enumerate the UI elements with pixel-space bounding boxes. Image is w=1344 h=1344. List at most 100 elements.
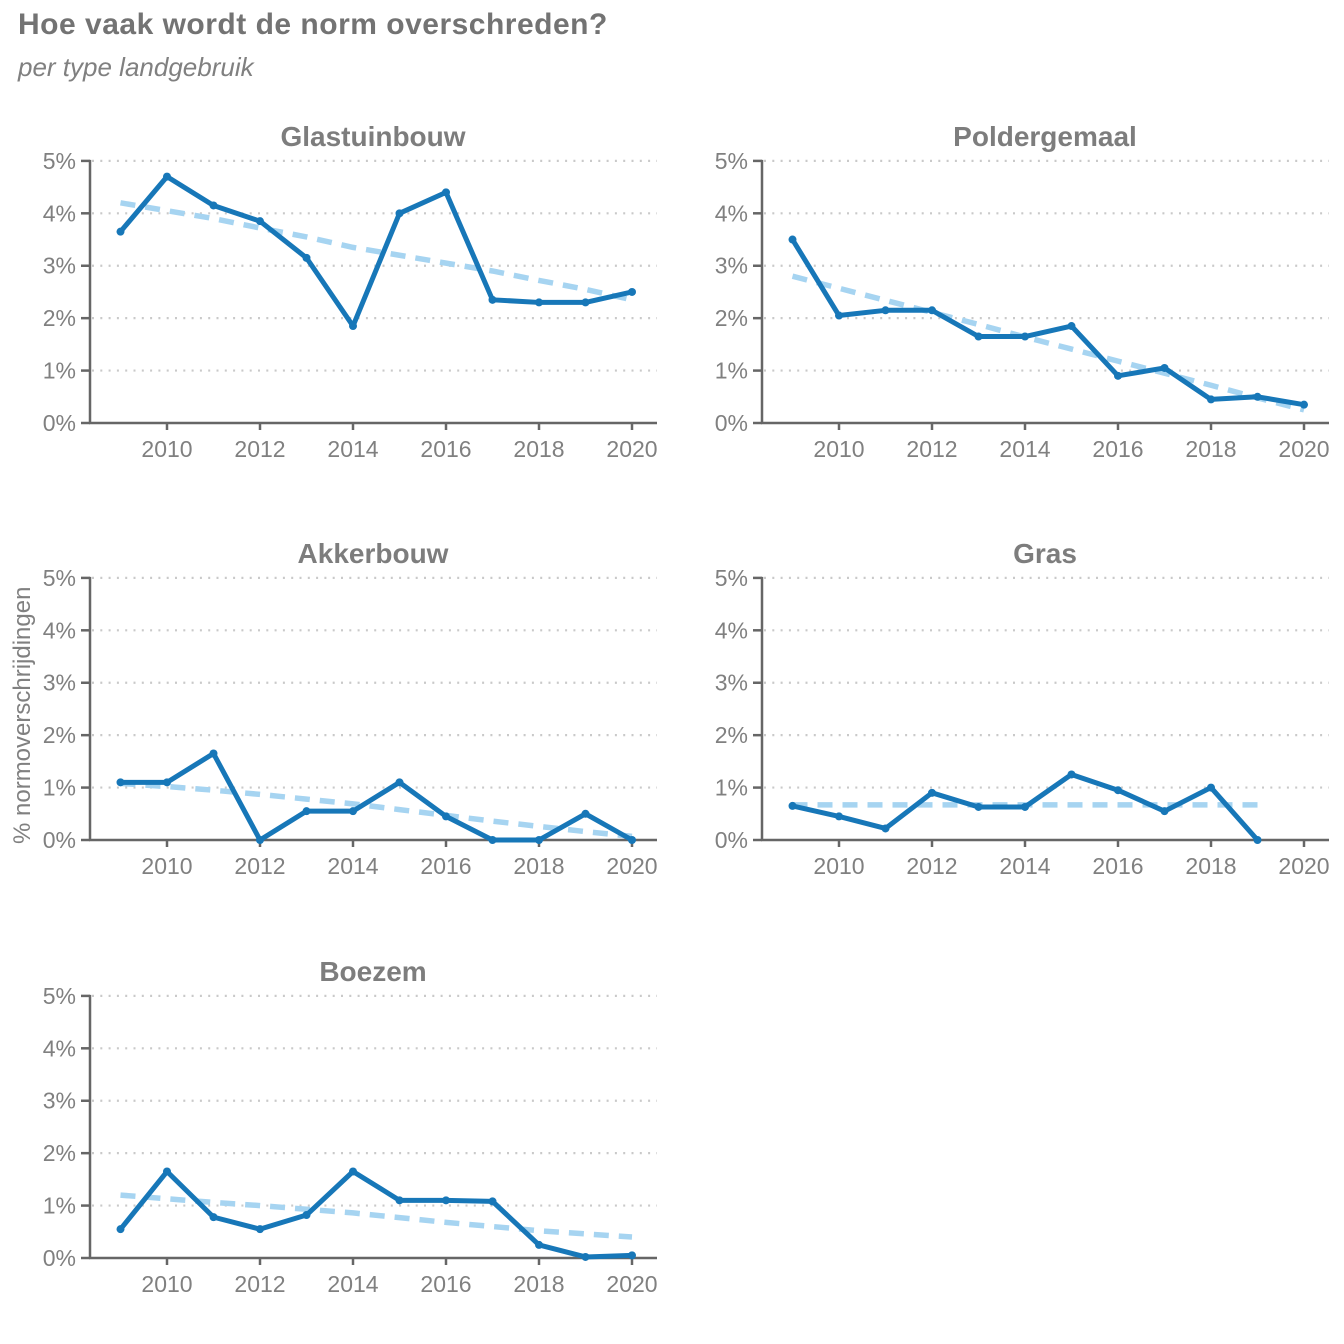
x-tick-label: 2014 — [999, 853, 1050, 879]
data-point — [1207, 783, 1215, 792]
x-tick-label: 2012 — [234, 436, 285, 462]
data-point — [302, 1211, 311, 1220]
data-point — [1021, 332, 1029, 341]
data-point — [1253, 392, 1262, 401]
panel-title-gras: Gras — [1013, 538, 1077, 569]
y-tick-label: 1% — [43, 775, 76, 801]
y-tick-label: 0% — [43, 827, 76, 853]
y-tick-label: 5% — [43, 148, 76, 174]
y-tick-label: 0% — [715, 410, 748, 436]
x-tick-label: 2016 — [420, 436, 471, 462]
y-tick-label: 1% — [43, 1193, 76, 1219]
gridlines — [764, 159, 1329, 372]
axes: 0% 1% 2% 3% 4% 5% 2010 2012 2014 2016 2018 2020 — [43, 565, 658, 879]
axes: 0% 1% 2% 3% 4% 5% 2010 2012 2014 2016 2018 2020 — [715, 565, 1330, 879]
data-point — [256, 217, 264, 226]
data-point — [974, 802, 983, 811]
data-point — [928, 788, 936, 797]
data-points — [116, 1167, 636, 1261]
axes: 0% 1% 2% 3% 4% 5% 2010 2012 2014 2016 2018 2020 — [715, 148, 1330, 462]
data-point — [628, 1251, 636, 1260]
data-point — [488, 295, 497, 304]
data-point — [1067, 322, 1076, 331]
y-tick-label: 4% — [715, 617, 748, 643]
data-point — [581, 298, 590, 307]
data-point — [1207, 395, 1215, 404]
x-tick-label: 2018 — [513, 853, 564, 879]
data-points — [788, 770, 1262, 844]
panel-title-akkerbouw: Akkerbouw — [298, 538, 449, 569]
data-point — [209, 201, 218, 210]
y-tick-label: 2% — [43, 722, 76, 748]
x-tick-label: 2020 — [606, 436, 657, 462]
figure-title: Hoe vaak wordt de norm overschreden? — [18, 8, 608, 41]
trend-line — [120, 1192, 633, 1240]
x-tick-label: 2010 — [141, 853, 192, 879]
data-point — [581, 809, 590, 818]
y-tick-label: 1% — [715, 358, 748, 384]
x-tick-label: 2020 — [606, 1271, 657, 1297]
x-tick-label: 2010 — [141, 436, 192, 462]
data-point — [163, 778, 171, 787]
gridlines — [92, 576, 657, 789]
data-point — [349, 322, 357, 331]
data-point — [628, 836, 636, 844]
x-tick-label: 2010 — [813, 853, 864, 879]
y-tick-label: 0% — [43, 410, 76, 436]
x-tick-label: 2020 — [606, 853, 657, 879]
chart-glastuinbouw: 0% 1% 2% 3% 4% 5% 2010 2012 2014 2016 2018 2020 Glas… — [43, 121, 658, 462]
data-point — [1300, 400, 1308, 409]
data-point — [881, 824, 890, 833]
y-tick-label: 5% — [715, 148, 748, 174]
data-point — [1114, 786, 1122, 795]
data-point — [788, 801, 797, 810]
data-point — [116, 227, 125, 236]
y-tick-label: 0% — [715, 827, 748, 853]
data-point — [1160, 363, 1169, 372]
data-point — [928, 306, 936, 315]
x-tick-label: 2018 — [513, 436, 564, 462]
x-tick-label: 2010 — [141, 1271, 192, 1297]
data-points — [788, 235, 1308, 409]
y-tick-label: 1% — [715, 775, 748, 801]
gridlines — [92, 994, 657, 1207]
x-tick-label: 2012 — [906, 436, 957, 462]
data-point — [209, 749, 218, 758]
chart-poldergemaal: 0% 1% 2% 3% 4% 5% 2010 2012 2014 2016 2018 2020 Pold… — [715, 121, 1330, 462]
x-tick-label: 2014 — [999, 436, 1050, 462]
data-point — [442, 188, 450, 197]
data-point — [395, 209, 404, 218]
y-tick-label: 3% — [715, 670, 748, 696]
data-point — [442, 812, 450, 821]
y-tick-label: 5% — [43, 565, 76, 591]
data-point — [442, 1196, 450, 1205]
axes: 0% 1% 2% 3% 4% 5% 2010 2012 2014 2016 2018 2020 — [43, 148, 658, 462]
data-point — [581, 1252, 590, 1261]
data-point — [302, 253, 311, 262]
axes: 0% 1% 2% 3% 4% 5% 2010 2012 2014 2016 2018 2020 — [43, 983, 658, 1297]
y-tick-label: 0% — [43, 1245, 76, 1271]
x-tick-label: 2012 — [906, 853, 957, 879]
x-tick-label: 2014 — [327, 436, 378, 462]
data-point — [835, 812, 843, 821]
chart-akkerbouw: 0% 1% 2% 3% 4% 5% 2010 2012 2014 2016 2018 2020 Akke… — [43, 538, 658, 879]
panel-gras: 0% 1% 2% 3% 4% 5% 2010 2012 2014 2016 2018 2020 Gras — [672, 517, 1344, 930]
data-point — [349, 807, 357, 816]
y-tick-label: 4% — [715, 200, 748, 226]
y-tick-label: 1% — [43, 358, 76, 384]
data-point — [302, 807, 311, 816]
panel-poldergemaal: 0% 1% 2% 3% 4% 5% 2010 2012 2014 2016 2018 2020 Pold… — [672, 100, 1344, 513]
x-tick-label: 2016 — [420, 1271, 471, 1297]
y-tick-label: 2% — [43, 1140, 76, 1166]
data-points — [116, 749, 636, 844]
y-tick-label: 4% — [43, 617, 76, 643]
data-point — [535, 836, 543, 844]
x-tick-label: 2010 — [813, 436, 864, 462]
panel-glastuinbouw: 0% 1% 2% 3% 4% 5% 2010 2012 2014 2016 2018 2020 Glas… — [0, 100, 672, 513]
x-tick-label: 2018 — [513, 1271, 564, 1297]
data-point — [628, 287, 636, 296]
chart-gras: 0% 1% 2% 3% 4% 5% 2010 2012 2014 2016 2018 2020 Gras — [715, 538, 1330, 879]
chart-boezem: 0% 1% 2% 3% 4% 5% 2010 2012 2014 2016 2018 2020 Boez… — [43, 956, 658, 1297]
data-point — [535, 1240, 543, 1249]
data-point — [835, 311, 843, 320]
